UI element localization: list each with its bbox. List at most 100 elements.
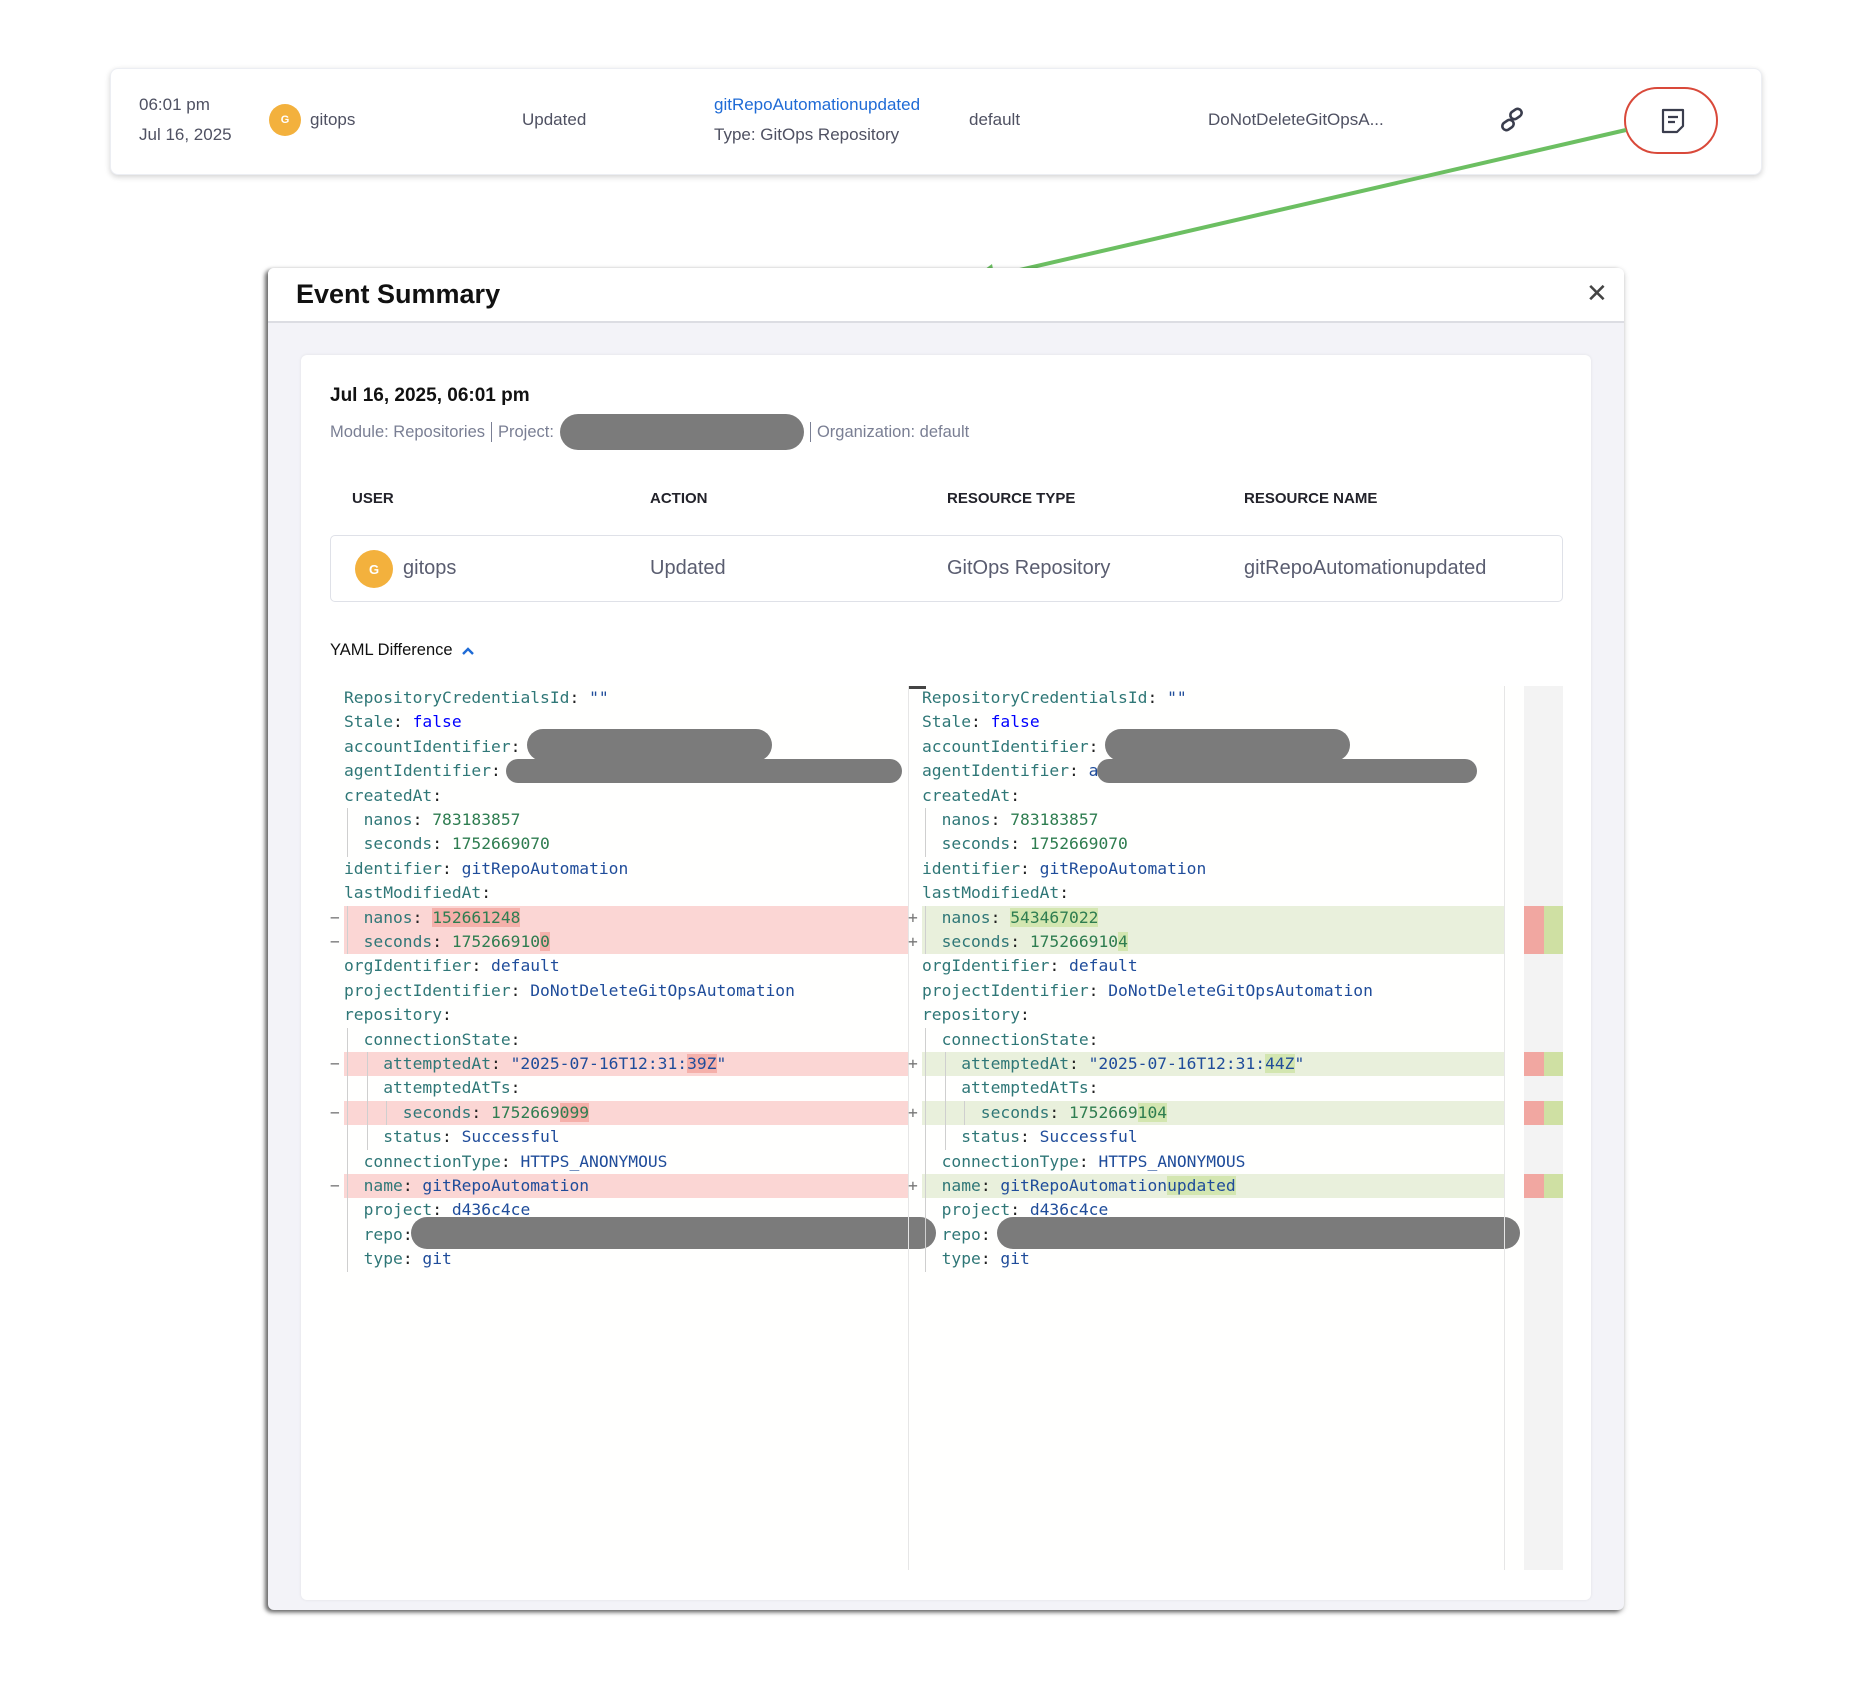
diff-line: status: Successful <box>908 1125 1504 1150</box>
yaml-key: orgIdentifier <box>922 956 1050 976</box>
plus-icon: + <box>908 932 918 951</box>
indent-guide <box>347 1076 348 1101</box>
redacted-project <box>559 414 804 450</box>
indent-guide <box>925 1198 926 1223</box>
yaml-colon: : <box>1049 1102 1070 1122</box>
indent-guide <box>944 1100 946 1126</box>
diff-line: attemptedAtTs: <box>908 1076 1504 1101</box>
yaml-colon: : <box>510 1029 531 1049</box>
yaml-code: RepositoryCredentialsId: "" <box>922 686 1187 710</box>
close-icon[interactable]: ✕ <box>1586 278 1608 308</box>
redacted-value <box>1105 728 1350 761</box>
yaml-code: repo: <box>942 1223 1001 1247</box>
yaml-code: lastModifiedAt: <box>344 881 501 905</box>
diff-original-pane[interactable]: RepositoryCredentialsId: "" Stale: false a… <box>330 686 936 1570</box>
scroll-indicator <box>909 686 926 689</box>
yaml-code: repository: <box>922 1003 1040 1027</box>
project-label: Project: <box>498 422 554 441</box>
yaml-value: 1752669 <box>1069 1102 1138 1122</box>
diff-line: type: git <box>908 1247 1504 1272</box>
row-action: Updated <box>650 557 726 579</box>
yaml-value: default <box>1069 956 1138 976</box>
ruler-removed-mark <box>1524 905 1544 930</box>
yaml-code: seconds: 1752669099 <box>402 1101 590 1125</box>
redacted-value <box>411 1216 936 1249</box>
row-user: gitops <box>403 557 457 579</box>
redacted-value <box>506 759 902 784</box>
yaml-colon: : <box>980 1249 1001 1269</box>
audit-event-row[interactable]: 06:01 pm Jul 16, 2025 G gitops Updated g… <box>110 68 1762 175</box>
event-action: Updated <box>522 110 587 129</box>
yaml-key: seconds <box>402 1102 472 1122</box>
dialog-header: Event Summary ✕ <box>268 268 1624 323</box>
yaml-value: a <box>1088 761 1099 781</box>
diff-line-highlight <box>922 1052 1504 1077</box>
chevron-up-icon <box>461 646 474 655</box>
yaml-key: name <box>941 1176 981 1195</box>
yaml-colon: : <box>1069 1054 1089 1073</box>
indent-guide <box>347 1052 348 1077</box>
diff-modified-pane[interactable]: RepositoryCredentialsId: "" Stale: false a… <box>908 686 1520 1570</box>
diff-line: identifier: gitRepoAutomation <box>908 857 1504 881</box>
yaml-value: 1752669 <box>491 1102 560 1122</box>
yaml-key: repository <box>344 1005 443 1025</box>
diff-overview-ruler[interactable] <box>1524 686 1563 1570</box>
plus-icon: + <box>908 1176 918 1195</box>
yaml-code: agentIdentifier: <box>344 759 511 783</box>
indent-guide <box>925 1052 926 1077</box>
event-date: Jul 16, 2025 <box>139 125 232 144</box>
resource-name-link[interactable]: gitRepoAutomationupdated <box>714 95 921 114</box>
yaml-colon: : <box>500 1151 521 1171</box>
yaml-key: repo <box>941 1224 981 1244</box>
event-summary-icon[interactable] <box>1660 107 1686 135</box>
yaml-colon: : <box>442 1127 462 1147</box>
yaml-colon: : <box>471 1102 492 1122</box>
ruler-removed-mark <box>1524 1052 1544 1077</box>
indent-guide <box>925 832 926 857</box>
yaml-diff-editor[interactable]: RepositoryCredentialsId: "" Stale: false a… <box>330 686 1563 1570</box>
yaml-key: nanos <box>941 810 991 829</box>
event-time: 06:01 pm <box>139 95 210 114</box>
event-summary-dialog: Event Summary ✕ Jul 16, 2025, 06:01 pm M… <box>268 268 1624 1610</box>
yaml-key: seconds <box>941 932 1011 951</box>
yaml-colon: : <box>1088 1029 1109 1049</box>
yaml-key: project <box>941 1200 1011 1220</box>
dialog-title: Event Summary <box>296 279 501 309</box>
diff-line: repo: <box>330 1216 936 1249</box>
link-icon[interactable] <box>1499 107 1525 133</box>
diff-line-removed: − seconds: 1752669099 <box>330 1100 908 1126</box>
yaml-code: agentIdentifier: a <box>922 759 1098 783</box>
yaml-key: seconds <box>941 834 1011 854</box>
indent-guide <box>347 1174 348 1199</box>
yaml-difference-toggle[interactable]: YAML Difference <box>330 641 475 660</box>
yaml-value: default <box>491 956 560 976</box>
diff-line: accountIdentifier: <box>330 728 908 761</box>
yaml-value: 1752669070 <box>451 834 550 854</box>
yaml-code: orgIdentifier: default <box>922 954 1138 978</box>
yaml-code: projectIdentifier: DoNotDeleteGitOpsAuto… <box>344 979 795 1003</box>
yaml-colon: : <box>1010 785 1030 805</box>
diff-line: connectionState: <box>330 1027 908 1052</box>
yaml-code: accountIdentifier: <box>922 735 1108 759</box>
ruler-added-mark <box>1544 930 1563 955</box>
header-resource-type: RESOURCE TYPE <box>947 490 1076 507</box>
yaml-key: attemptedAtTs <box>383 1078 511 1098</box>
yaml-colon: : <box>481 883 501 903</box>
yaml-code: Stale: false <box>922 710 1040 734</box>
yaml-code: identifier: gitRepoAutomation <box>344 857 628 881</box>
yaml-value-changed: 543467022 <box>1010 907 1099 927</box>
indent-guide <box>347 1100 348 1126</box>
event-meta: Module: Repositories Project: Organizati… <box>330 414 969 450</box>
indent-guide <box>347 1198 348 1223</box>
yaml-code: nanos: 152661248 <box>364 906 521 930</box>
yaml-colon: : <box>1020 1127 1040 1147</box>
yaml-value: "" <box>589 688 609 707</box>
yaml-value: gitRepoAutomation <box>422 1176 590 1195</box>
yaml-key: connectionState <box>941 1029 1089 1049</box>
diff-line: nanos: 783183857 <box>330 808 908 833</box>
yaml-value: 1752669070 <box>1029 834 1128 854</box>
yaml-value: "2025-07-16T12:31: <box>510 1054 688 1073</box>
yaml-key: connectionState <box>363 1029 511 1049</box>
indent-guide <box>944 1052 946 1077</box>
header-action: ACTION <box>650 490 708 507</box>
